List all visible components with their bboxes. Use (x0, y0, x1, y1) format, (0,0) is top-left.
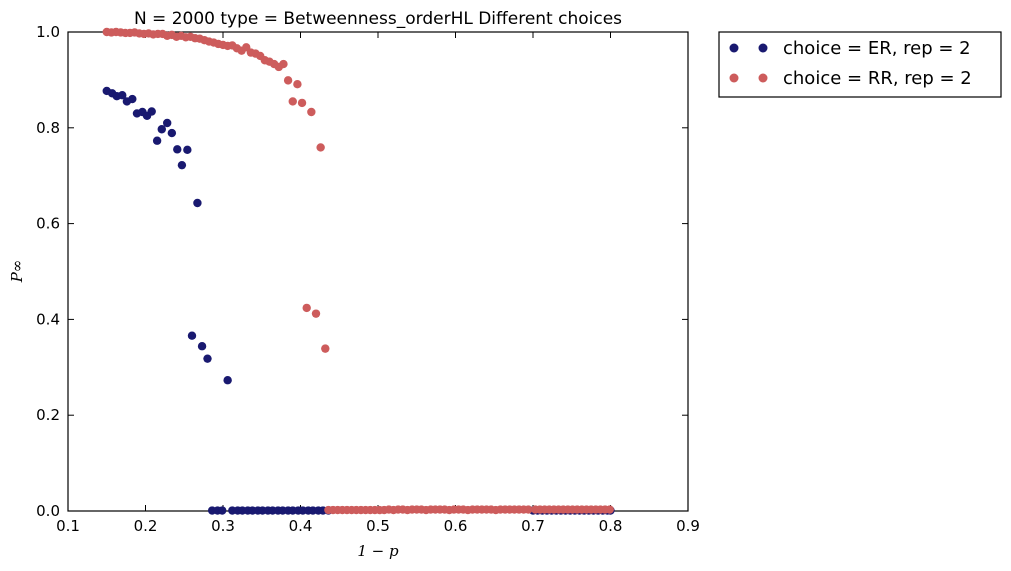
x-axis-label: 1 − p (357, 542, 399, 560)
data-point (293, 80, 302, 89)
data-point (279, 59, 288, 69)
legend-marker (729, 73, 739, 83)
y-tick-label: 0.0 (36, 502, 60, 520)
chart-title: N = 2000 type = Betweenness_orderHL Diff… (134, 9, 622, 29)
data-point (177, 160, 187, 170)
data-point (197, 342, 207, 351)
y-tick-label: 0.2 (36, 406, 60, 424)
data-point (173, 145, 182, 154)
data-point (223, 376, 232, 385)
data-point (183, 145, 192, 155)
legend-entry: choice = RR, rep = 2 (729, 68, 972, 89)
x-tick-label: 0.2 (134, 517, 158, 535)
x-tick-label: 0.7 (521, 517, 545, 535)
data-point (307, 107, 316, 117)
x-tick-label: 0.8 (599, 517, 623, 535)
x-tick-label: 0.5 (366, 517, 390, 535)
data-point (297, 98, 307, 108)
data-point (316, 143, 325, 152)
data-point (605, 505, 614, 514)
data-point (187, 331, 197, 340)
legend-marker (729, 43, 739, 53)
y-tick-label: 0.6 (36, 215, 60, 233)
data-point (152, 136, 162, 145)
data-point (128, 94, 137, 104)
data-point (524, 505, 533, 514)
legend-marker (758, 73, 768, 83)
legend-label: choice = ER, rep = 2 (783, 38, 971, 59)
data-point (203, 354, 212, 363)
legend-entry: choice = ER, rep = 2 (729, 38, 971, 59)
legend-marker (758, 43, 768, 53)
data-point (311, 309, 321, 318)
series-rr (102, 27, 614, 515)
x-tick-label: 0.3 (211, 517, 235, 535)
data-point (157, 125, 166, 134)
y-tick-label: 0.4 (36, 310, 60, 328)
data-point (218, 506, 227, 515)
x-axis: 0.1 0.2 0.3 0.4 0.5 0.6 0.7 0.8 0.9 (56, 32, 700, 535)
x-tick-label: 0.4 (289, 517, 313, 535)
plot-area (67, 31, 689, 512)
x-tick-label: 0.6 (444, 517, 468, 535)
data-point (118, 91, 127, 100)
data-point (302, 303, 311, 313)
data-points (102, 27, 615, 515)
y-tick-label: 0.8 (36, 119, 60, 137)
data-point (193, 198, 202, 208)
legend-box (718, 31, 1002, 98)
data-point (288, 97, 297, 106)
legend-label: choice = RR, rep = 2 (783, 68, 972, 89)
data-point (167, 128, 177, 138)
data-point (147, 107, 156, 116)
x-tick-label: 0.9 (676, 517, 700, 535)
y-axis: 0.0 0.2 0.4 0.6 0.8 1.0 (36, 23, 688, 520)
y-tick-label: 1.0 (36, 23, 60, 41)
data-point (283, 76, 293, 85)
legend: choice = ER, rep = 2 choice = RR, rep = 2 (718, 31, 1002, 98)
data-point (321, 344, 330, 353)
x-tick-label: 0.1 (56, 517, 80, 535)
y-axis-label: P∞ (8, 260, 26, 284)
data-point (163, 118, 172, 128)
